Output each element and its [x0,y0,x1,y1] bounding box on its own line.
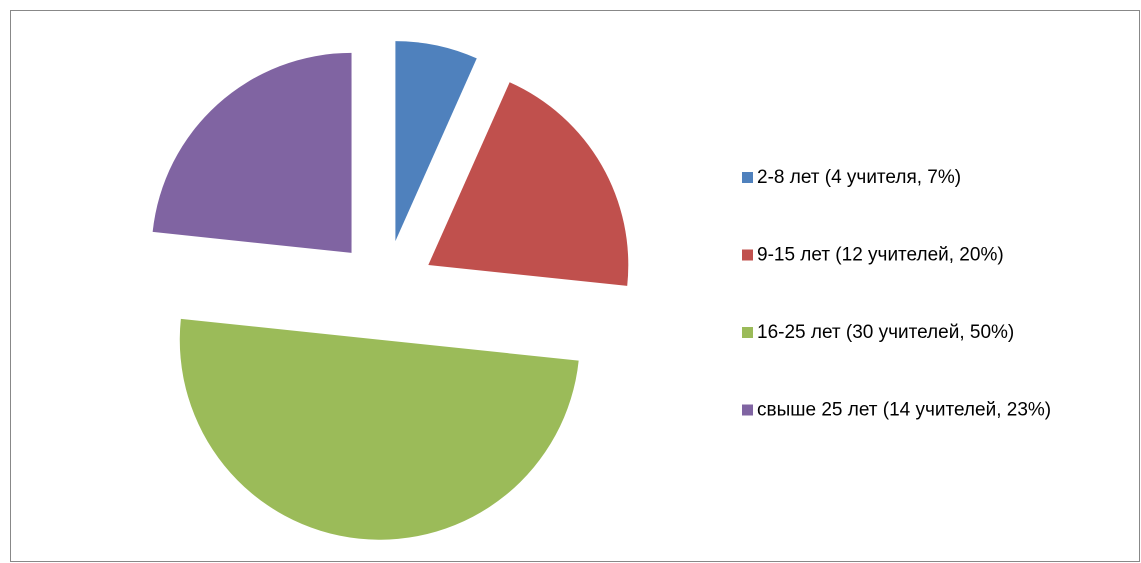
legend-label: 2-8 лет (4 учителя, 7%) [757,167,961,188]
pie-slice [395,41,477,242]
pie-slice [179,318,579,540]
legend-label: 9-15 лет (12 учителей, 20%) [757,245,1004,266]
pie-slice [428,82,629,286]
legend-swatch [742,404,753,416]
legend-swatch [742,327,753,338]
pie-slice [152,52,352,253]
legend-label: 16-25 лет (30 учителей, 50%) [757,322,1014,343]
legend-swatch [742,249,753,261]
legend-swatch [742,172,753,183]
legend-label: свыше 25 лет (14 учителей, 23%) [757,400,1051,421]
chart-frame [10,10,1140,562]
